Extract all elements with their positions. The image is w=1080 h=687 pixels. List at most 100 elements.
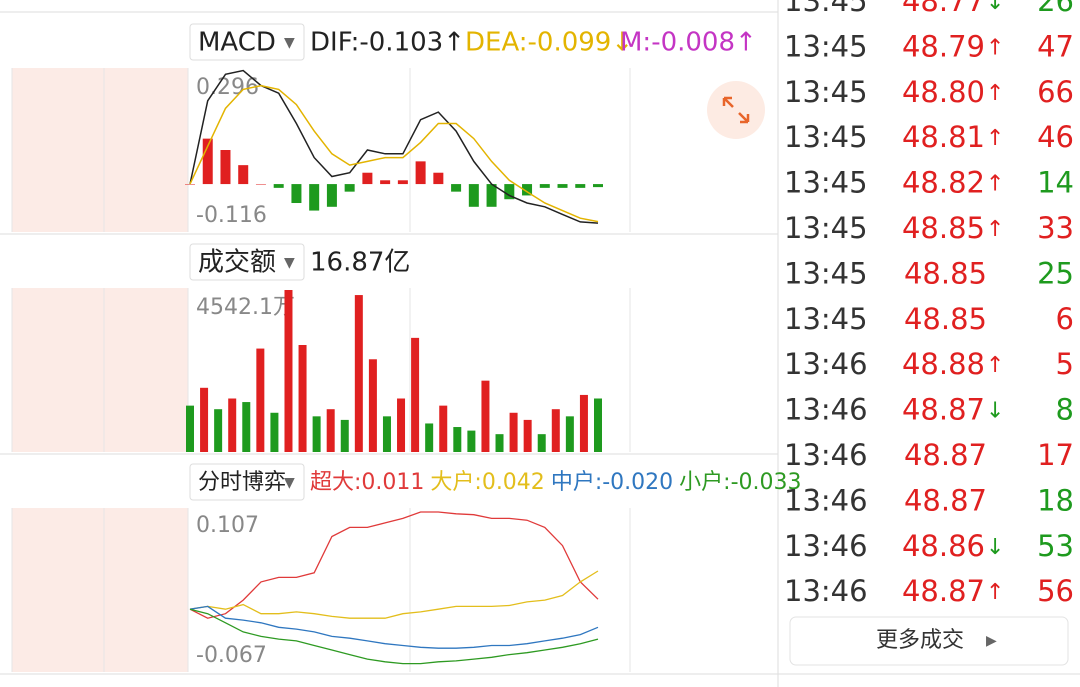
trade-time: 13:45 xyxy=(784,256,868,290)
trade-price: 48.87 xyxy=(902,574,985,608)
volume-bar xyxy=(298,345,307,452)
series-line xyxy=(189,608,599,665)
trade-price: 48.85 xyxy=(904,256,987,290)
trade-volume: 5 xyxy=(1056,347,1074,381)
selector[interactable] xyxy=(189,463,305,501)
volume-bar xyxy=(551,409,560,452)
volume-bar xyxy=(439,405,448,452)
trade-arrow: ↑ xyxy=(986,81,1004,106)
trade-time: 13:46 xyxy=(784,574,868,608)
trade-time: 13:46 xyxy=(784,529,868,563)
caret: ▼ xyxy=(284,35,295,51)
macd-bar xyxy=(522,184,533,196)
volume-bar xyxy=(242,402,251,452)
trade-time: 13:45 xyxy=(784,120,868,154)
volume-bar xyxy=(565,416,574,452)
macd-bar xyxy=(291,184,302,204)
trade-arrow: ↑ xyxy=(986,217,1004,242)
macd-bar xyxy=(220,150,231,185)
trade-volume: 17 xyxy=(1037,438,1074,472)
volume-bar xyxy=(368,359,377,452)
volume-label[interactable]: 成交额 xyxy=(198,248,276,278)
macd-bar xyxy=(380,180,391,185)
trade-time: 13:46 xyxy=(784,438,868,472)
selector[interactable] xyxy=(189,23,305,61)
trade-volume: 46 xyxy=(1037,120,1074,154)
macd-bar xyxy=(451,184,462,192)
volume-bar xyxy=(354,295,363,452)
trade-time: 13:46 xyxy=(784,347,868,381)
trade-price: 48.87 xyxy=(904,438,987,472)
macd-bar xyxy=(557,184,568,188)
trade-time: 13:45 xyxy=(784,166,868,200)
trade-time: 13:46 xyxy=(784,483,868,517)
volume-bar xyxy=(537,434,546,452)
expand-button[interactable] xyxy=(707,81,765,139)
macd-bar xyxy=(593,184,603,188)
selector[interactable] xyxy=(189,243,305,281)
trade-arrow: ↑ xyxy=(986,172,1004,197)
trade-volume: 26 xyxy=(1037,0,1074,18)
trade-volume: 25 xyxy=(1037,256,1074,290)
volume-bar xyxy=(382,416,391,452)
pre-market xyxy=(12,508,188,672)
volume-bar xyxy=(411,337,420,452)
trade-volume: 66 xyxy=(1037,75,1074,109)
trade-arrow: ↓ xyxy=(986,399,1004,424)
macd-bar xyxy=(326,184,337,207)
more-button[interactable] xyxy=(789,616,1069,666)
trade-time: 13:45 xyxy=(784,0,868,18)
dif: DIF:-0.103↑ xyxy=(310,28,465,58)
trade-price: 48.88 xyxy=(902,347,985,381)
panels xyxy=(12,68,188,672)
trade-volume: 53 xyxy=(1037,529,1074,563)
trade-time: 13:45 xyxy=(784,302,868,336)
macd-bar xyxy=(539,184,550,188)
volume-bar xyxy=(214,409,223,452)
macd-bar xyxy=(486,184,497,207)
volume-bar xyxy=(284,290,293,452)
volume-bar xyxy=(509,412,518,452)
trade-volume: 14 xyxy=(1037,166,1074,200)
trade-volume: 8 xyxy=(1056,393,1074,427)
volume-bar xyxy=(186,405,194,452)
volume-bar xyxy=(467,430,476,452)
trade-price: 48.79 xyxy=(902,29,985,63)
expand-icon xyxy=(722,96,750,124)
volume-bar xyxy=(326,409,335,452)
trade-price: 48.85 xyxy=(902,211,985,245)
trade-volume: 33 xyxy=(1037,211,1074,245)
macd-bar xyxy=(255,184,266,185)
trade-price: 48.87 xyxy=(902,393,985,427)
volume-bar xyxy=(256,348,265,452)
macd-bar xyxy=(397,180,408,185)
volume-bar xyxy=(228,398,237,452)
game-label[interactable]: 分时博弈 xyxy=(198,470,286,495)
volume-bar xyxy=(495,434,504,452)
legend-entry: 小户:-0.033 xyxy=(679,470,801,495)
y-tick-label: -0.116 xyxy=(196,203,267,228)
macd-bar xyxy=(575,184,586,188)
trade-price: 48.81 xyxy=(902,120,985,154)
trade-arrow: ↑ xyxy=(986,580,1004,605)
more-label[interactable]: 更多成交 xyxy=(876,628,964,653)
macd-bar xyxy=(309,184,320,211)
macd-bar xyxy=(362,172,373,185)
macd-bar xyxy=(468,184,479,207)
trade-price: 48.86 xyxy=(902,529,985,563)
volume-bar xyxy=(312,416,321,452)
macd-bar xyxy=(344,184,355,192)
series-line xyxy=(189,570,599,619)
legend-entry: 超大:0.011 xyxy=(310,470,424,495)
y-tick-label: 0.296 xyxy=(196,75,259,100)
macd-bar xyxy=(238,165,249,185)
macd-bar xyxy=(433,172,444,185)
macd-label[interactable]: MACD xyxy=(198,28,276,58)
trade-volume: 56 xyxy=(1037,574,1074,608)
trade-price: 48.80 xyxy=(902,75,985,109)
volume-bar xyxy=(481,380,490,452)
more-arrow: ▶ xyxy=(986,633,997,649)
series-line xyxy=(189,605,599,649)
trade-volume: 47 xyxy=(1037,29,1074,63)
trade-price: 48.82 xyxy=(902,166,985,200)
